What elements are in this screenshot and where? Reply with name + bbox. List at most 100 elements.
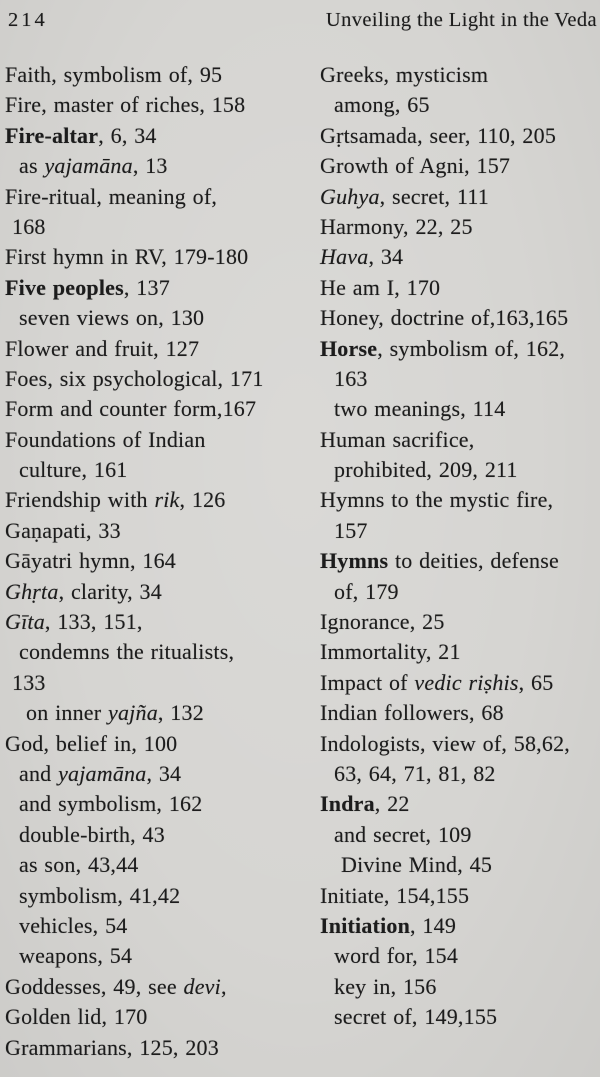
index-entry-text-run: , symbolism of, 162, — [377, 335, 566, 361]
index-entry-text-run: Indian followers, 68 — [320, 700, 504, 726]
index-entry-line: Fire-altar, 6, 34 — [5, 121, 315, 151]
index-entry-line: Foes, six psychological, 171 — [5, 364, 315, 394]
index-entry-text-run: Indra — [320, 791, 375, 817]
index-entry-line: Foundations of Indian — [5, 425, 315, 455]
index-entry-line: as son, 43,44 — [5, 850, 315, 880]
index-entry-text-run: on inner — [26, 700, 109, 726]
index-entry-text-run: prohibited, 209, 211 — [334, 457, 518, 483]
index-entry-text-run: He am I, 170 — [320, 274, 441, 300]
index-entry-line: Grammarians, 125, 203 — [5, 1033, 315, 1063]
index-entry-line: 63, 64, 71, 81, 82 — [320, 759, 600, 789]
index-entry-text-run: and secret, 109 — [334, 821, 472, 847]
index-entry-line: Gīta, 133, 151, — [5, 607, 315, 637]
index-entry-text-run: Form and counter form,167 — [5, 396, 257, 422]
index-entry-text-run: vehicles, 54 — [19, 912, 128, 938]
index-entry-line: Hava, 34 — [320, 242, 600, 272]
index-entry-text-run: to deities, defense — [388, 548, 559, 574]
index-entry-text-run: Initiate, 154,155 — [320, 882, 470, 908]
index-entry-text-run: Grammarians, 125, 203 — [5, 1034, 219, 1060]
index-entry-line: weapons, 54 — [5, 941, 315, 971]
index-entry-text-run: condemns the ritualists, — [19, 639, 235, 665]
index-entry-text-run: , 13 — [132, 153, 168, 179]
index-entry-text-run: Horse — [320, 335, 378, 361]
index-entry-text-run: two meanings, 114 — [334, 396, 506, 422]
index-entry-line: word for, 154 — [320, 941, 600, 971]
index-entry-line: Honey, doctrine of,163,165 — [320, 303, 600, 333]
index-entry-text-run: and — [19, 760, 59, 786]
index-entry-text-run: , 22 — [374, 791, 410, 817]
index-entry-line: 133 — [5, 668, 315, 698]
index-entry-text-run: Impact of — [320, 669, 415, 695]
index-entry-text-run: secret of, 149,155 — [334, 1004, 498, 1030]
index-entry-line: Ignorance, 25 — [320, 607, 600, 637]
index-entry-text-run: Fire-altar — [5, 122, 99, 148]
index-entry-line: seven views on, 130 — [5, 303, 315, 333]
index-entry-text-run: and symbolism, 162 — [19, 791, 203, 817]
index-entry-text-run: yajamāna — [44, 153, 133, 179]
index-entry-text-run: Foes, six psychological, 171 — [5, 365, 264, 391]
index-entry-line: two meanings, 114 — [320, 394, 600, 424]
index-entry-line: and secret, 109 — [320, 820, 600, 850]
index-entry-text-run: Ghṛta — [5, 578, 59, 604]
index-entry-text-run: Faith, symbolism of, 95 — [5, 62, 223, 87]
index-entry-line: Gāyatri hymn, 164 — [5, 546, 315, 576]
index-entry-line: of, 179 — [320, 577, 600, 607]
index-entry-line: God, belief in, 100 — [5, 729, 315, 759]
index-entry-line: Flower and fruit, 127 — [5, 334, 315, 364]
index-entry-line: symbolism, 41,42 — [5, 881, 315, 911]
index-entry-text-run: Hava — [320, 244, 369, 270]
index-entry-line: Faith, symbolism of, 95 — [5, 60, 315, 90]
index-column-left: Faith, symbolism of, 95 Fire, master of r… — [5, 60, 315, 1063]
index-entry-text-run: word for, 154 — [334, 943, 459, 969]
index-entry-line: on inner yajña, 132 — [5, 698, 315, 728]
index-entry-text-run: Human sacrifice, — [320, 426, 475, 452]
index-entry-text-run: culture, 161 — [19, 457, 128, 483]
index-entry-line: Indologists, view of, 58,62, — [320, 729, 600, 759]
index-entry-line: as yajamāna, 13 — [5, 151, 315, 181]
index-entry-text-run: 157 — [334, 517, 368, 543]
index-entry-text-run: Gīta — [5, 609, 45, 635]
index-entry-text-run: double-birth, 43 — [19, 821, 165, 847]
index-entry-line: Indian followers, 68 — [320, 698, 600, 728]
index-entry-text-run: 63, 64, 71, 81, 82 — [334, 760, 496, 786]
index-entry-text-run: God, belief in, 100 — [5, 730, 178, 756]
index-entry-line: culture, 161 — [5, 455, 315, 485]
index-entry-text-run: weapons, 54 — [19, 943, 133, 969]
index-entry-line: Harmony, 22, 25 — [320, 212, 600, 242]
index-entry-line: Ghṛta, clarity, 34 — [5, 577, 315, 607]
index-entry-text-run: , 34 — [368, 244, 404, 270]
index-entry-text-run: Friendship with — [5, 487, 155, 513]
index-entry-text-run: Indologists, view of, 58,62, — [320, 730, 570, 756]
index-entry-line: and yajamāna, 34 — [5, 759, 315, 789]
index-entry-line: Impact of vedic riṣhis, 65 — [320, 668, 600, 698]
index-entry-line: Hymns to the mystic fire, — [320, 485, 600, 515]
index-entry-text-run: , 149 — [410, 912, 457, 938]
index-entry-line: key in, 156 — [320, 972, 600, 1002]
index-entry-line: Divine Mind, 45 — [320, 850, 600, 880]
index-entry-line: First hymn in RV, 179-180 — [5, 242, 315, 272]
index-entry-text-run: Fire, master of riches, 158 — [5, 92, 246, 118]
index-columns: Faith, symbolism of, 95 Fire, master of r… — [0, 60, 600, 1077]
index-entry-text-run: Growth of Agni, 157 — [320, 153, 511, 179]
index-entry-text-run: 133 — [12, 669, 46, 695]
index-entry-line: Form and counter form,167 — [5, 394, 315, 424]
index-entry-line: Immortality, 21 — [320, 637, 600, 667]
index-entry-text-run: Immortality, 21 — [320, 639, 461, 665]
index-entry-line: Horse, symbolism of, 162, — [320, 334, 600, 364]
index-entry-text-run: Fire-ritual, meaning of, — [5, 183, 218, 209]
index-entry-line: Friendship with rik, 126 — [5, 485, 315, 515]
index-entry-line: Goddesses, 49, see devi, — [5, 972, 315, 1002]
index-entry-line: Hymns to deities, defense — [320, 546, 600, 576]
index-entry-text-run: , 126 — [179, 487, 226, 513]
index-entry-text-run: Goddesses, 49, see — [5, 973, 184, 999]
index-entry-text-run: First hymn in RV, 179-180 — [5, 244, 249, 270]
index-entry-line: prohibited, 209, 211 — [320, 455, 600, 485]
index-entry-line: among, 65 — [320, 90, 600, 120]
index-entry-text-run: rik — [154, 487, 180, 513]
index-entry-text-run: Honey, doctrine of,163,165 — [320, 305, 569, 331]
index-entry-text-run: vedic riṣhis — [414, 669, 519, 695]
index-entry-text-run: symbolism, 41,42 — [19, 882, 181, 908]
index-entry-line: vehicles, 54 — [5, 911, 315, 941]
index-entry-line: double-birth, 43 — [5, 820, 315, 850]
index-entry-line: Guhya, secret, 111 — [320, 182, 600, 212]
